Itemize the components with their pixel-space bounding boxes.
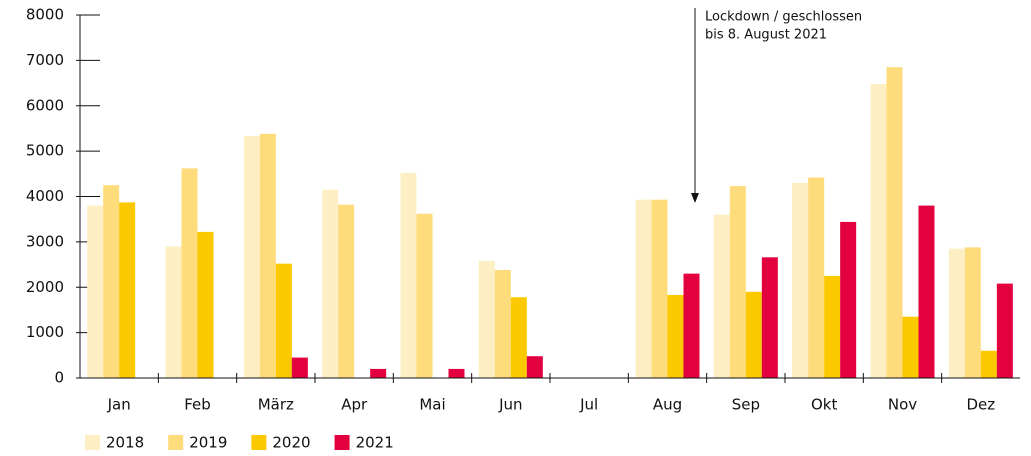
annotation: Lockdown / geschlossen [705, 10, 862, 25]
x-tick-label: Jan [107, 396, 131, 414]
bar [761, 257, 778, 378]
bar [478, 260, 495, 378]
x-tick-label: Aug [653, 396, 682, 414]
bar [996, 283, 1013, 378]
bar [370, 368, 387, 378]
bar [824, 275, 841, 378]
bar [870, 83, 887, 378]
bar [651, 199, 668, 378]
bar [197, 231, 214, 378]
bar [448, 368, 465, 378]
bar [964, 247, 981, 378]
bar [902, 316, 919, 378]
y-tick-label: 4000 [26, 187, 64, 205]
bar [87, 205, 104, 378]
legend-label: 2019 [189, 434, 227, 452]
y-tick-label: 8000 [26, 6, 64, 24]
bar [243, 136, 260, 378]
x-tick-label: März [258, 396, 294, 414]
bar [886, 67, 903, 379]
legend-label: 2020 [272, 434, 310, 452]
x-tick-label: Feb [184, 396, 211, 414]
bar [635, 199, 652, 378]
legend-swatch [85, 435, 100, 450]
bar [494, 270, 511, 378]
x-tick-label: Jul [579, 396, 598, 414]
bar [416, 213, 433, 378]
y-tick-label: 7000 [26, 51, 64, 69]
bar [792, 182, 809, 378]
x-tick-label: Okt [811, 396, 837, 414]
x-tick-label: Dez [967, 396, 996, 414]
bar [165, 246, 182, 378]
bar [729, 186, 746, 378]
bar [948, 248, 965, 378]
legend-label: 2018 [106, 434, 144, 452]
x-tick-label: Sep [732, 396, 760, 414]
bar [259, 133, 276, 378]
bar [713, 214, 730, 378]
y-tick-label: 5000 [26, 142, 64, 160]
legend-swatch [168, 435, 184, 450]
y-tick-label: 0 [54, 369, 64, 387]
bar [322, 189, 339, 378]
y-tick-label: 2000 [26, 278, 64, 296]
bar [338, 204, 355, 378]
x-tick-label: Nov [888, 396, 917, 414]
legend-swatch [334, 435, 350, 450]
y-tick-label: 1000 [26, 323, 64, 341]
bar [510, 297, 527, 378]
bar [918, 205, 935, 378]
legend-label: 2021 [356, 434, 394, 452]
x-tick-label: Mai [419, 396, 445, 414]
bar [526, 356, 543, 378]
bar [275, 263, 292, 378]
bar [181, 168, 198, 378]
annotation: bis 8. August 2021 [705, 28, 827, 43]
y-tick-label: 6000 [26, 96, 64, 114]
legend-swatch [251, 435, 267, 450]
bar [667, 294, 684, 378]
bar [840, 221, 857, 378]
bar [980, 350, 997, 378]
bar [119, 202, 136, 378]
bar [745, 291, 762, 378]
x-tick-label: Apr [341, 396, 368, 414]
bar [400, 172, 417, 378]
bar [808, 177, 825, 378]
bar [103, 185, 120, 378]
arrow-head [691, 193, 699, 203]
y-tick-label: 3000 [26, 232, 64, 250]
bar [291, 357, 308, 378]
bar [683, 273, 700, 378]
x-tick-label: Jun [498, 396, 522, 414]
